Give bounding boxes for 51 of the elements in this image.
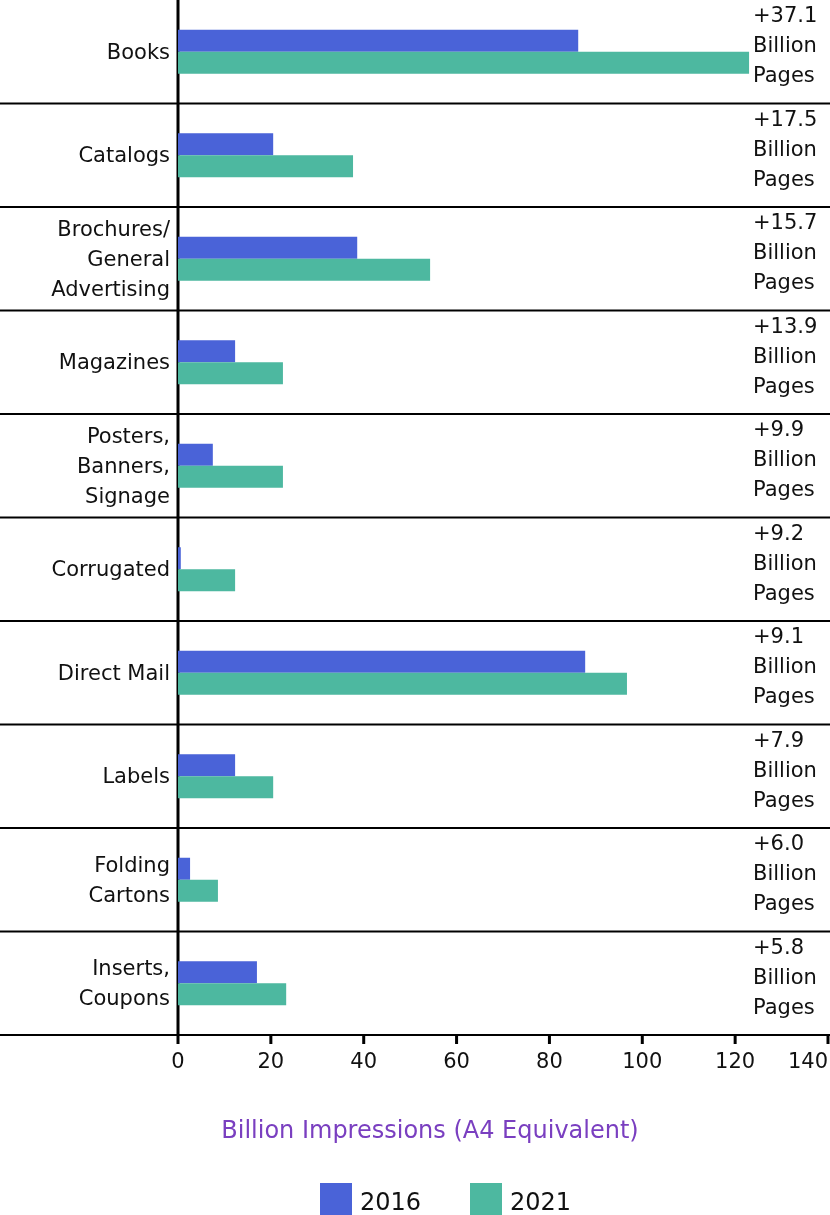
y-tick-label: Books [106, 39, 170, 64]
bar [178, 776, 274, 799]
y-tick-label: Brochures/ General Advertising [51, 216, 171, 301]
bar [178, 258, 431, 281]
bar [178, 133, 274, 156]
annotation: +13.9 Billion Pages [753, 313, 818, 398]
y-tick-label: Magazines [58, 350, 170, 375]
bar [178, 983, 287, 1006]
annotation: +37.1 Billion Pages [753, 3, 818, 87]
bar [178, 961, 257, 984]
bar [178, 236, 358, 259]
y-tick-label: Folding Cartons [88, 852, 170, 907]
bar [178, 362, 283, 385]
bar [178, 51, 750, 74]
annotation: +9.9 Billion Pages [753, 417, 817, 501]
bar [178, 672, 627, 695]
y-tick-label: Corrugated [51, 557, 170, 582]
annotation: +15.7 Billion Pages [753, 210, 818, 294]
x-tick-label: 100 [622, 1049, 663, 1073]
y-tick-label: Inserts, Coupons [78, 956, 170, 1011]
bar [178, 443, 213, 466]
y-tick-label: Labels [102, 764, 170, 789]
y-tick-label: Posters, Banners, Signage [76, 423, 170, 508]
annotation: +9.1 Billion Pages [753, 624, 817, 708]
x-tick-label: 140 [787, 1049, 829, 1073]
x-tick-label: 20 [257, 1049, 285, 1073]
bar [178, 465, 283, 488]
bar [178, 857, 191, 880]
bar [178, 754, 236, 777]
annotation: +7.9 Billion Pages [753, 727, 817, 812]
bar [178, 155, 354, 178]
x-tick-label: 120 [715, 1049, 756, 1073]
annotation: +5.8 Billion Pages [753, 934, 817, 1019]
annotation: +6.0 Billion Pages [753, 831, 817, 915]
bar [178, 569, 236, 592]
bar [178, 650, 586, 673]
legend-label: 2021 [510, 1188, 572, 1215]
x-tick-label: 60 [443, 1049, 470, 1073]
x-tick-label: 0 [171, 1049, 185, 1073]
x-tick-label: 80 [536, 1049, 563, 1073]
y-tick-label: Catalogs [78, 143, 170, 168]
bar [178, 29, 579, 52]
bar [178, 879, 218, 902]
annotation: +9.2 Billion Pages [753, 520, 817, 605]
bar [178, 340, 236, 363]
y-tick-label: Direct Mail [57, 660, 170, 685]
bar [178, 547, 181, 570]
x-tick-label: 40 [350, 1049, 378, 1073]
x-axis-title: Billion Impressions (A4 Equivalent) [221, 1116, 639, 1144]
legend-label: 2016 [360, 1188, 422, 1215]
annotation: +17.5 Billion Pages [753, 106, 818, 191]
